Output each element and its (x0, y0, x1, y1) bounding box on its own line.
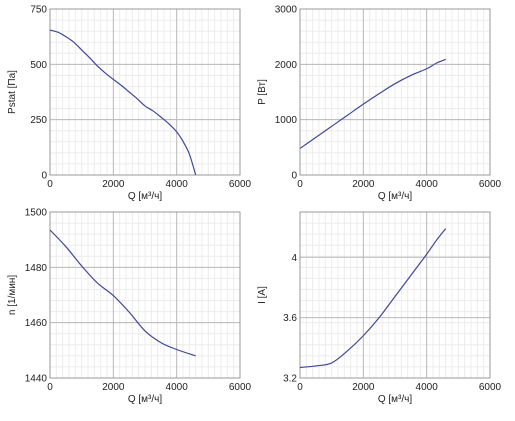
y-tick-label: 3.6 (283, 313, 297, 324)
x-tick-label: 6000 (229, 382, 252, 393)
x-tick-label: 4000 (416, 382, 439, 393)
y-tick-label: 1000 (275, 115, 298, 126)
x-tick-label: 6000 (479, 382, 502, 393)
y-axis-label: n [1/мин] (7, 275, 18, 315)
series-line (299, 58, 446, 149)
y-tick-label: 1500 (25, 208, 48, 219)
x-tick-label: 0 (47, 179, 53, 190)
y-tick-label: 3.2 (283, 374, 297, 385)
plot-frame (299, 8, 491, 176)
x-tick-label: 6000 (479, 179, 502, 190)
x-axis-label: Q [м³/ч] (378, 191, 413, 202)
y-tick-label: 1440 (25, 374, 48, 385)
series-line (299, 228, 447, 369)
y-tick-label: 4 (291, 253, 297, 264)
x-axis-label: Q [м³/ч] (128, 191, 163, 202)
x-tick-label: 4000 (166, 382, 189, 393)
chart-panel-speed: 0 2000 4000 6000 1440 1460 1480 1500 Q [м³/ч] n [… (7, 208, 252, 406)
x-tick-label: 0 (47, 382, 53, 393)
plot-frame (299, 211, 491, 379)
y-axis-label: P [Вт] (257, 79, 268, 105)
x-tick-label: 2000 (352, 179, 375, 190)
chart-panel-pstat: 0 2000 4000 6000 0 250 500 750 Q [м³/ч] Pstat [Па… (7, 5, 252, 203)
x-tick-label: 4000 (416, 179, 439, 190)
y-tick-label: 0 (291, 171, 297, 182)
y-tick-label: 1480 (25, 263, 48, 274)
y-tick-label: 500 (30, 60, 47, 71)
x-tick-label: 2000 (102, 179, 125, 190)
y-axis-label: Pstat [Па] (7, 70, 18, 114)
x-tick-label: 6000 (229, 179, 252, 190)
x-tick-label: 4000 (166, 179, 189, 190)
y-tick-label: 750 (30, 5, 47, 16)
x-tick-label: 0 (297, 382, 303, 393)
series-line (49, 29, 197, 176)
y-tick-label: 1460 (25, 318, 48, 329)
chart-panel-current: 0 2000 4000 6000 3.2 3.6 4 Q [м³/ч] I [A] (257, 211, 502, 405)
x-tick-label: 2000 (352, 382, 375, 393)
y-axis-label: I [A] (257, 286, 268, 304)
y-tick-label: 3000 (275, 5, 298, 16)
y-tick-label: 250 (30, 115, 47, 126)
x-tick-label: 2000 (102, 382, 125, 393)
plot-frame (49, 211, 241, 379)
chart-panel-power: 0 2000 4000 6000 0 1000 2000 3000 Q [м³/ч] P [Вт] (257, 5, 502, 203)
x-axis-label: Q [м³/ч] (128, 394, 163, 405)
series-line (49, 229, 196, 357)
x-axis-label: Q [м³/ч] (378, 394, 413, 405)
y-tick-label: 2000 (275, 60, 298, 71)
x-tick-label: 0 (297, 179, 303, 190)
plot-frame (49, 8, 241, 176)
y-tick-label: 0 (41, 171, 47, 182)
